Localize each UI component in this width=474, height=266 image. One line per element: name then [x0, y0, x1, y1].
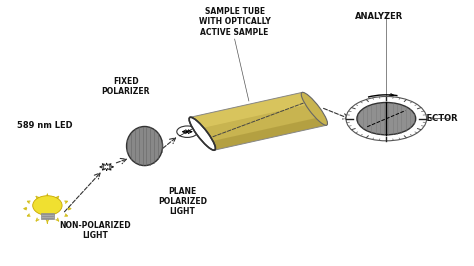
Polygon shape [209, 117, 327, 150]
Polygon shape [190, 92, 327, 150]
Text: ANALYZER: ANALYZER [355, 12, 403, 21]
Text: SAMPLE TUBE
WITH OPTICALLY
ACTIVE SAMPLE: SAMPLE TUBE WITH OPTICALLY ACTIVE SAMPLE [199, 7, 271, 36]
Ellipse shape [301, 92, 328, 125]
Circle shape [357, 102, 416, 135]
Text: NON-POLARIZED
LIGHT: NON-POLARIZED LIGHT [59, 221, 131, 240]
Ellipse shape [127, 127, 163, 166]
Text: DETECTOR: DETECTOR [408, 114, 457, 123]
Text: 589 nm LED: 589 nm LED [17, 121, 73, 130]
Polygon shape [190, 92, 311, 129]
Bar [41, 213, 54, 219]
Text: PLANE
POLARIZED
LIGHT: PLANE POLARIZED LIGHT [158, 187, 207, 217]
Ellipse shape [189, 117, 216, 150]
Circle shape [346, 97, 427, 141]
Text: FIXED
POLARIZER: FIXED POLARIZER [101, 77, 150, 97]
Ellipse shape [33, 196, 62, 215]
